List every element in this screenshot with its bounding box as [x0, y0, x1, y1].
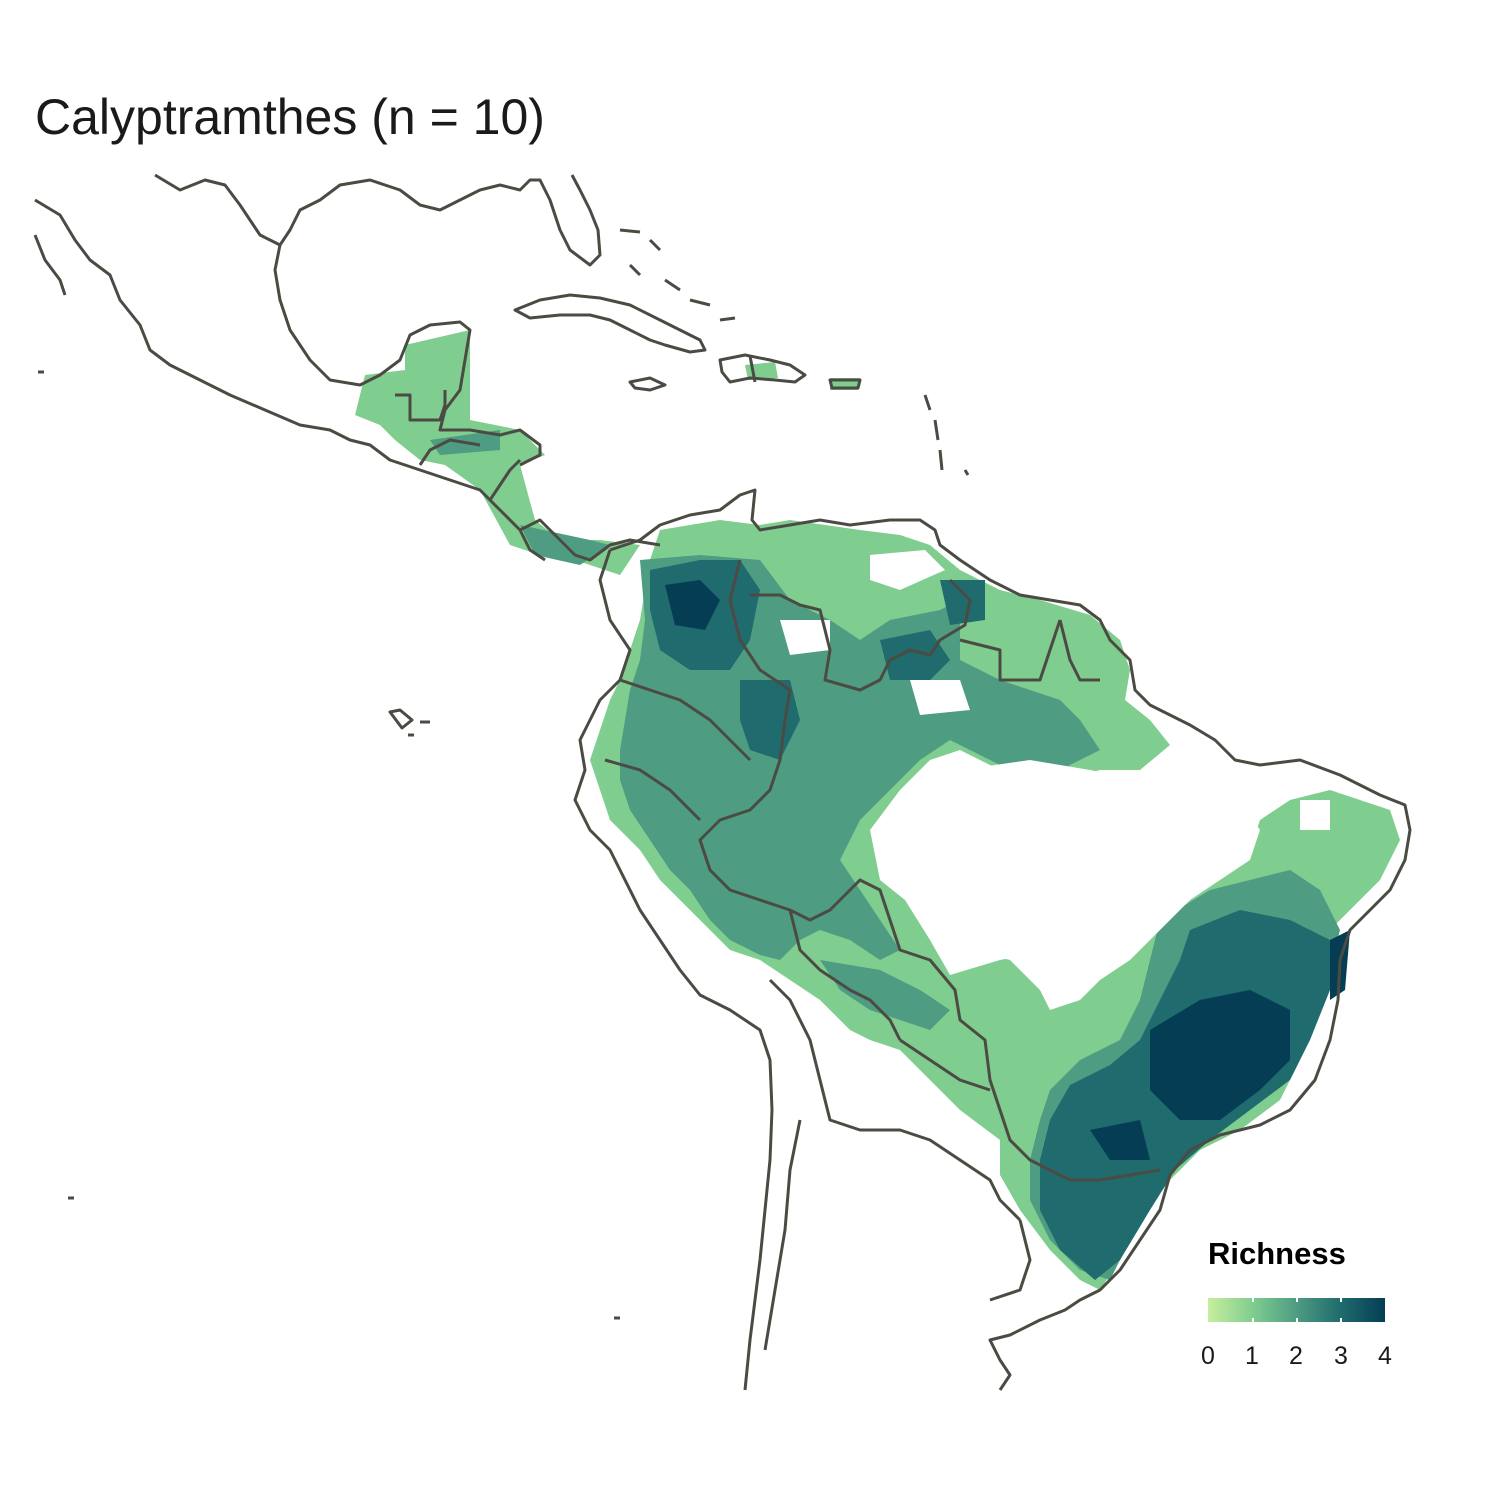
no-data-gaps — [780, 550, 1330, 1010]
legend-tick-label: 3 — [1334, 1342, 1348, 1370]
legend-tick — [1340, 1318, 1342, 1322]
legend-title: Richness — [1208, 1236, 1346, 1271]
legend-tick — [1340, 1298, 1342, 1302]
legend-tick — [1252, 1298, 1254, 1302]
legend-tick-label: 2 — [1289, 1342, 1303, 1370]
legend-tick — [1252, 1318, 1254, 1322]
legend-tick-label: 4 — [1378, 1342, 1392, 1370]
legend-tick — [1296, 1318, 1298, 1322]
legend-tick-label: 0 — [1201, 1342, 1215, 1370]
legend-tick-label: 1 — [1245, 1342, 1259, 1370]
country-borders — [33, 173, 1412, 1391]
legend-tick — [1296, 1298, 1298, 1302]
richness-layer — [355, 330, 1400, 1290]
map-title: Calyptramthes (n = 10) — [35, 89, 545, 145]
